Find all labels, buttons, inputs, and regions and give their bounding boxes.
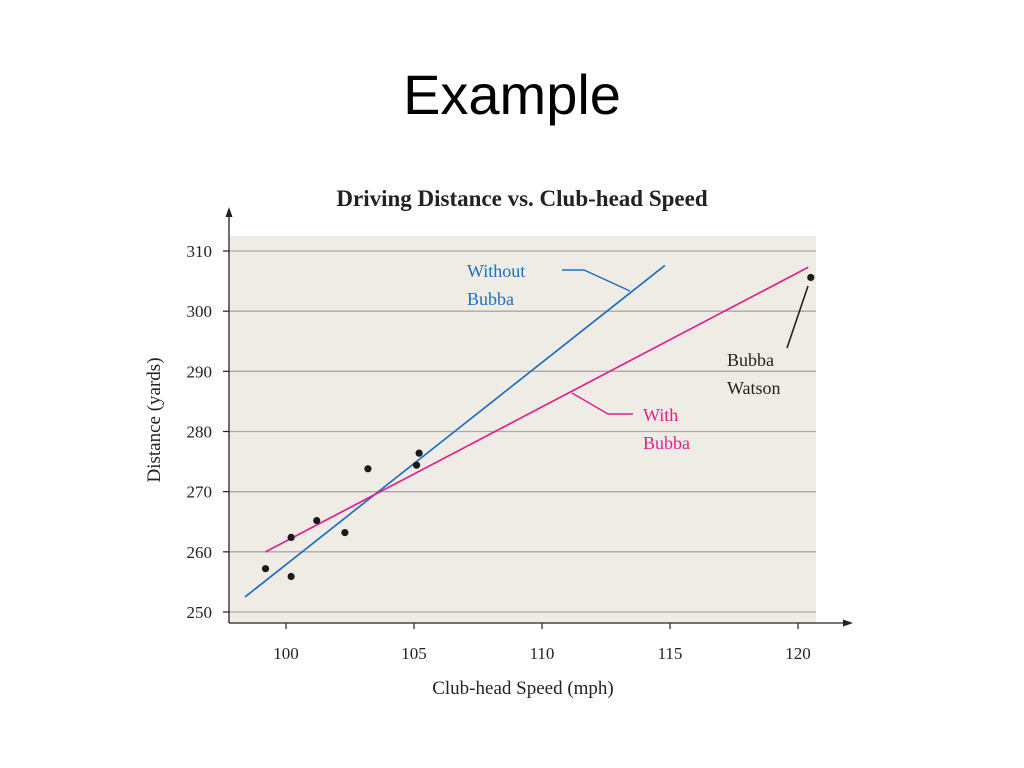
data-point — [287, 572, 295, 581]
x-tick-label: 115 — [658, 644, 683, 663]
without-bubba-line — [244, 264, 666, 598]
data-point — [412, 461, 421, 469]
y-tick-label: 250 — [187, 603, 213, 622]
data-point — [807, 273, 815, 282]
x-tick-label: 100 — [273, 644, 299, 663]
with-leader-line — [571, 392, 633, 415]
chart-title: Driving Distance vs. Club-head Speed — [336, 186, 707, 211]
y-axis-label: Distance (yards) — [144, 357, 165, 482]
bubba-leader-line — [786, 285, 809, 349]
y-tick-label: 300 — [187, 302, 213, 321]
bubba-label-line1: Bubba — [727, 350, 774, 370]
without-bubba-annotation: Without Bubba — [467, 261, 631, 309]
bubba-watson-annotation: Bubba Watson — [727, 285, 809, 398]
bubba-label-line2: Watson — [727, 378, 781, 398]
x-tick-label: 105 — [401, 644, 427, 663]
x-axis-arrow — [843, 619, 853, 627]
plot-area — [229, 236, 816, 623]
with-bubba-annotation: With Bubba — [571, 392, 690, 453]
data-points — [261, 273, 815, 581]
y-tick-label: 280 — [187, 423, 213, 442]
data-point — [364, 465, 372, 473]
trend-lines — [244, 264, 809, 598]
without-label-line2: Bubba — [467, 289, 514, 309]
data-point — [341, 528, 349, 537]
y-tick-label: 290 — [187, 362, 213, 381]
data-point — [287, 533, 295, 541]
without-leader-line — [562, 269, 631, 292]
y-tick-label: 270 — [187, 483, 213, 502]
tick-labels: 250 260 270 280 290 300 310 100 105 110 115 120 — [187, 242, 811, 663]
x-tick-label: 110 — [530, 644, 555, 663]
y-tick-label: 310 — [187, 242, 213, 261]
data-point — [313, 516, 321, 525]
slide-title: Example — [403, 63, 621, 126]
y-axis-arrow — [225, 207, 233, 217]
axes — [225, 207, 853, 627]
with-label-line1: With — [643, 405, 678, 425]
x-tick-label: 120 — [785, 644, 811, 663]
without-label-line1: Without — [467, 261, 525, 281]
with-label-line2: Bubba — [643, 433, 690, 453]
with-bubba-line — [265, 266, 809, 553]
data-point — [415, 449, 423, 457]
data-point — [261, 565, 270, 573]
x-axis-label: Club-head Speed (mph) — [432, 678, 614, 699]
grid-lines — [229, 250, 816, 613]
y-tick-label: 260 — [187, 543, 213, 562]
